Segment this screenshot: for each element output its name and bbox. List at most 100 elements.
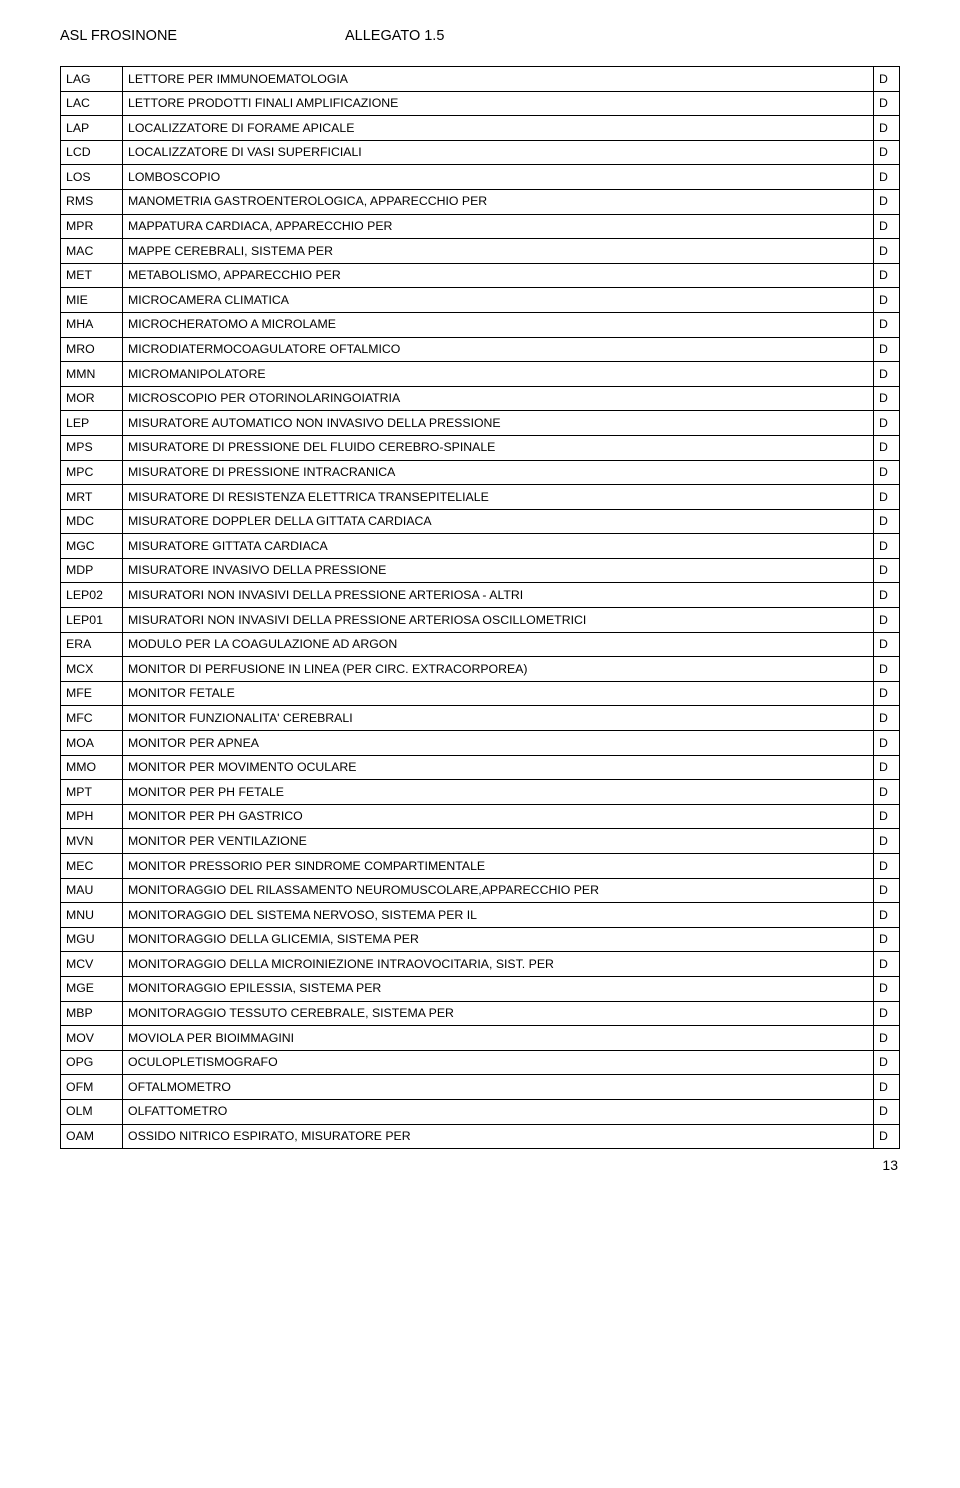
flag-cell: D [874, 1001, 900, 1026]
code-cell: LEP02 [61, 583, 123, 608]
flag-cell: D [874, 731, 900, 756]
code-cell: MGC [61, 534, 123, 559]
description-cell: MONITOR PRESSORIO PER SINDROME COMPARTIM… [123, 854, 874, 879]
code-cell: LAP [61, 116, 123, 141]
description-cell: LETTORE PER IMMUNOEMATOLOGIA [123, 67, 874, 92]
description-cell: LOMBOSCOPIO [123, 165, 874, 190]
code-cell: MAU [61, 878, 123, 903]
description-cell: MONITORAGGIO EPILESSIA, SISTEMA PER [123, 976, 874, 1001]
code-cell: MPR [61, 214, 123, 239]
description-cell: MISURATORE DI PRESSIONE DEL FLUIDO CEREB… [123, 435, 874, 460]
description-cell: LOCALIZZATORE DI FORAME APICALE [123, 116, 874, 141]
code-cell: LAG [61, 67, 123, 92]
description-cell: MOVIOLA PER BIOIMMAGINI [123, 1026, 874, 1051]
flag-cell: D [874, 952, 900, 977]
flag-cell: D [874, 485, 900, 510]
description-cell: MONITORAGGIO TESSUTO CEREBRALE, SISTEMA … [123, 1001, 874, 1026]
table-row: OLMOLFATTOMETROD [61, 1099, 900, 1124]
description-cell: OLFATTOMETRO [123, 1099, 874, 1124]
flag-cell: D [874, 509, 900, 534]
description-cell: MONITORAGGIO DEL SISTEMA NERVOSO, SISTEM… [123, 903, 874, 928]
description-cell: MONITOR DI PERFUSIONE IN LINEA (PER CIRC… [123, 657, 874, 682]
flag-cell: D [874, 854, 900, 879]
table-row: MPRMAPPATURA CARDIACA, APPARECCHIO PERD [61, 214, 900, 239]
table-row: LOSLOMBOSCOPIOD [61, 165, 900, 190]
code-cell: MFC [61, 706, 123, 731]
flag-cell: D [874, 337, 900, 362]
description-cell: MISURATORI NON INVASIVI DELLA PRESSIONE … [123, 583, 874, 608]
flag-cell: D [874, 263, 900, 288]
description-cell: MODULO PER LA COAGULAZIONE AD ARGON [123, 632, 874, 657]
table-row: MGCMISURATORE GITTATA CARDIACAD [61, 534, 900, 559]
description-cell: LOCALIZZATORE DI VASI SUPERFICIALI [123, 140, 874, 165]
code-cell: OFM [61, 1075, 123, 1100]
page-header: ASL FROSINONE ALLEGATO 1.5 [60, 28, 900, 44]
description-cell: MONITOR PER APNEA [123, 731, 874, 756]
description-cell: MONITOR FETALE [123, 681, 874, 706]
description-cell: MICROSCOPIO PER OTORINOLARINGOIATRIA [123, 386, 874, 411]
table-row: MDPMISURATORE INVASIVO DELLA PRESSIONED [61, 558, 900, 583]
description-cell: MONITOR PER PH GASTRICO [123, 804, 874, 829]
table-row: MPCMISURATORE DI PRESSIONE INTRACRANICAD [61, 460, 900, 485]
flag-cell: D [874, 362, 900, 387]
description-cell: MONITORAGGIO DEL RILASSAMENTO NEUROMUSCO… [123, 878, 874, 903]
flag-cell: D [874, 558, 900, 583]
flag-cell: D [874, 804, 900, 829]
code-cell: MEC [61, 854, 123, 879]
flag-cell: D [874, 386, 900, 411]
description-cell: MISURATORE INVASIVO DELLA PRESSIONE [123, 558, 874, 583]
description-cell: MONITORAGGIO DELLA GLICEMIA, SISTEMA PER [123, 927, 874, 952]
code-cell: MBP [61, 1001, 123, 1026]
flag-cell: D [874, 534, 900, 559]
code-cell: MRO [61, 337, 123, 362]
code-cell: MGE [61, 976, 123, 1001]
flag-cell: D [874, 583, 900, 608]
description-cell: METABOLISMO, APPARECCHIO PER [123, 263, 874, 288]
flag-cell: D [874, 632, 900, 657]
description-cell: MISURATORE DI PRESSIONE INTRACRANICA [123, 460, 874, 485]
code-cell: MRT [61, 485, 123, 510]
table-row: OFMOFTALMOMETROD [61, 1075, 900, 1100]
flag-cell: D [874, 608, 900, 633]
table-row: OPGOCULOPLETISMOGRAFOD [61, 1050, 900, 1075]
description-cell: MISURATORI NON INVASIVI DELLA PRESSIONE … [123, 608, 874, 633]
flag-cell: D [874, 1075, 900, 1100]
code-cell: OLM [61, 1099, 123, 1124]
flag-cell: D [874, 681, 900, 706]
description-cell: OFTALMOMETRO [123, 1075, 874, 1100]
flag-cell: D [874, 239, 900, 264]
code-cell: MAC [61, 239, 123, 264]
flag-cell: D [874, 1050, 900, 1075]
flag-cell: D [874, 780, 900, 805]
flag-cell: D [874, 288, 900, 313]
table-row: MMNMICROMANIPOLATORED [61, 362, 900, 387]
description-cell: MICRODIATERMOCOAGULATORE OFTALMICO [123, 337, 874, 362]
page-number: 13 [60, 1157, 900, 1173]
code-cell: MHA [61, 312, 123, 337]
table-row: OAMOSSIDO NITRICO ESPIRATO, MISURATORE P… [61, 1124, 900, 1149]
description-cell: MICROMANIPOLATORE [123, 362, 874, 387]
code-cell: LEP [61, 411, 123, 436]
equipment-table: LAGLETTORE PER IMMUNOEMATOLOGIA D LACLETTO… [60, 66, 900, 1149]
description-cell: MANOMETRIA GASTROENTEROLOGICA, APPARECCH… [123, 189, 874, 214]
code-cell: RMS [61, 189, 123, 214]
table-row: MVNMONITOR PER VENTILAZIONED [61, 829, 900, 854]
table-row: LACLETTORE PRODOTTI FINALI AMPLIFICAZION… [61, 91, 900, 116]
description-cell: MONITOR PER VENTILAZIONE [123, 829, 874, 854]
flag-cell: D [874, 1124, 900, 1149]
flag-cell: D [874, 91, 900, 116]
flag-cell: D [874, 829, 900, 854]
table-row: LAPLOCALIZZATORE DI FORAME APICALED [61, 116, 900, 141]
table-row: MOAMONITOR PER APNEAD [61, 731, 900, 756]
code-cell: MVN [61, 829, 123, 854]
table-row: LCDLOCALIZZATORE DI VASI SUPERFICIALID [61, 140, 900, 165]
code-cell: MET [61, 263, 123, 288]
code-cell: MGU [61, 927, 123, 952]
flag-cell: D [874, 67, 900, 92]
table-row: MRTMISURATORE DI RESISTENZA ELETTRICA TR… [61, 485, 900, 510]
table-row: MOVMOVIOLA PER BIOIMMAGINID [61, 1026, 900, 1051]
table-row: MPHMONITOR PER PH GASTRICOD [61, 804, 900, 829]
flag-cell: D [874, 214, 900, 239]
flag-cell: D [874, 706, 900, 731]
flag-cell: D [874, 435, 900, 460]
